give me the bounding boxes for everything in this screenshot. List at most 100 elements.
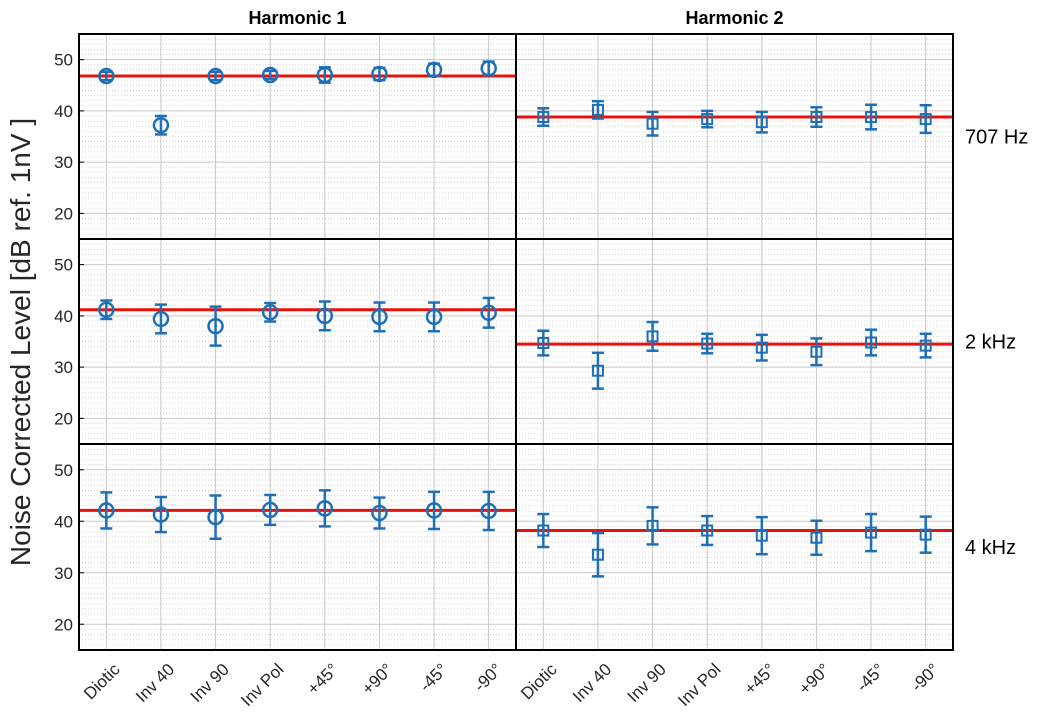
x-tick-label: -90° bbox=[907, 660, 943, 696]
data-markers bbox=[98, 60, 932, 578]
data-point bbox=[537, 107, 550, 127]
data-point bbox=[537, 512, 550, 549]
square-marker bbox=[537, 111, 550, 124]
reference-lines bbox=[79, 74, 953, 533]
data-point bbox=[701, 332, 714, 355]
data-point bbox=[646, 506, 659, 546]
square-marker bbox=[865, 111, 878, 124]
square-marker bbox=[810, 111, 823, 124]
data-point bbox=[152, 495, 170, 534]
circle-marker bbox=[316, 500, 334, 517]
data-point bbox=[537, 329, 550, 357]
data-point bbox=[371, 301, 388, 333]
x-tick-label: Inv Pol bbox=[674, 660, 724, 710]
circle-marker bbox=[207, 317, 224, 335]
x-tick-label: -90° bbox=[470, 660, 506, 696]
square-marker bbox=[810, 531, 823, 544]
circle-marker bbox=[152, 116, 170, 134]
square-marker bbox=[865, 526, 878, 539]
data-point bbox=[755, 515, 768, 556]
circle-marker bbox=[207, 508, 224, 526]
x-tick-label: Inv Pol bbox=[237, 660, 287, 710]
x-tick-label: +90° bbox=[795, 660, 834, 699]
square-marker bbox=[919, 528, 932, 541]
panel-frame bbox=[515, 33, 954, 240]
circle-marker bbox=[480, 304, 497, 322]
circle-marker bbox=[98, 67, 115, 85]
data-point bbox=[919, 515, 932, 554]
x-tick-label: +90° bbox=[358, 660, 397, 699]
x-tick-label: Inv 40 bbox=[569, 660, 615, 706]
panel-frame bbox=[78, 33, 517, 240]
column-title-harmonic-1: Harmonic 1 bbox=[248, 8, 346, 28]
y-tick-label: 20 bbox=[54, 615, 73, 634]
data-point bbox=[98, 299, 115, 321]
circle-marker bbox=[207, 67, 224, 85]
x-tick-label: +45° bbox=[303, 660, 342, 699]
data-point bbox=[646, 320, 659, 352]
square-marker bbox=[646, 117, 659, 130]
circle-marker bbox=[425, 61, 443, 79]
circle-marker bbox=[480, 502, 497, 520]
data-point bbox=[316, 489, 334, 528]
data-point bbox=[810, 519, 823, 556]
data-point bbox=[207, 305, 224, 347]
circle-marker bbox=[480, 60, 497, 77]
panel-frame bbox=[78, 238, 517, 445]
data-point bbox=[316, 66, 334, 84]
data-point bbox=[810, 337, 823, 367]
circle-marker bbox=[425, 308, 443, 326]
data-point bbox=[425, 490, 443, 531]
y-tick-label: 40 bbox=[54, 102, 73, 121]
square-marker bbox=[591, 103, 604, 116]
circle-marker bbox=[371, 65, 388, 83]
row-label-2khz: 2 kHz bbox=[965, 332, 1016, 354]
x-tick-label: Diotic bbox=[80, 660, 124, 704]
circle-marker bbox=[98, 301, 115, 318]
data-point bbox=[865, 512, 878, 553]
data-point bbox=[591, 531, 604, 578]
y-tick-label: 40 bbox=[54, 307, 73, 326]
data-point bbox=[591, 351, 604, 390]
square-marker bbox=[755, 116, 768, 129]
data-point bbox=[425, 61, 443, 79]
square-marker bbox=[537, 524, 550, 537]
data-point bbox=[701, 109, 714, 129]
data-point bbox=[480, 60, 497, 77]
data-point bbox=[371, 65, 388, 83]
y-tick-label: 50 bbox=[54, 461, 73, 480]
x-tick-label: Inv 90 bbox=[187, 660, 233, 706]
y-tick-label: 20 bbox=[54, 409, 73, 428]
square-marker bbox=[701, 337, 714, 350]
circle-marker bbox=[261, 501, 279, 519]
square-marker bbox=[919, 113, 932, 126]
panel-frames bbox=[78, 33, 954, 651]
data-point bbox=[919, 103, 932, 135]
data-point bbox=[261, 66, 279, 84]
x-tick-label: -45° bbox=[416, 660, 452, 696]
y-axis-label: Noise Corrected Level [dB ref. 1nV ] bbox=[5, 118, 36, 566]
circle-marker bbox=[152, 310, 170, 328]
square-marker bbox=[591, 364, 604, 377]
circle-marker bbox=[98, 502, 115, 519]
circle-marker bbox=[316, 66, 334, 84]
x-tick-label: -45° bbox=[853, 660, 889, 696]
square-marker bbox=[919, 339, 932, 352]
y-tick-label: 40 bbox=[54, 512, 73, 531]
x-tick-label: Inv 90 bbox=[624, 660, 670, 706]
y-tick-label: 30 bbox=[54, 564, 73, 583]
circle-marker bbox=[371, 308, 388, 326]
data-point bbox=[480, 296, 497, 329]
data-point bbox=[755, 333, 768, 362]
data-point bbox=[480, 490, 497, 532]
data-point bbox=[371, 496, 388, 530]
data-point bbox=[98, 67, 115, 85]
data-point bbox=[919, 332, 932, 359]
square-marker bbox=[646, 519, 659, 532]
circle-marker bbox=[316, 307, 334, 325]
square-marker bbox=[701, 524, 714, 537]
x-tick-label: +45° bbox=[740, 660, 779, 699]
x-tick-label: Inv 40 bbox=[132, 660, 178, 706]
data-point bbox=[865, 103, 878, 131]
data-point bbox=[865, 328, 878, 357]
